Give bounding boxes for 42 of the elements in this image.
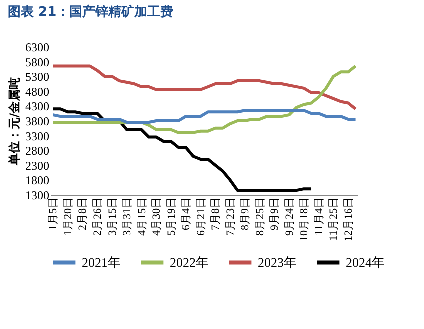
x-tick-label: 8月9日: [240, 198, 252, 230]
y-tick-label: 1300: [26, 188, 50, 202]
y-tick-label: 2800: [26, 144, 50, 158]
line-series: [52, 64, 358, 134]
y-tick-label: 4800: [26, 84, 50, 99]
chart-title: 图表 21：国产锌精矿加工费: [8, 4, 174, 20]
line-series: [52, 109, 358, 124]
x-tick-label: 5月19日: [166, 198, 178, 236]
x-tick-label: 6月21日: [195, 198, 208, 236]
x-tick-label: 4月15日: [136, 198, 148, 236]
legend-label: 2024年: [346, 254, 385, 270]
y-tick-label: 5300: [26, 70, 50, 84]
x-tick-label: 2月8日: [77, 198, 90, 230]
y-tick-label: 2300: [26, 158, 50, 173]
y-axis-title: 单位：元/金属吨: [8, 77, 22, 167]
line-series: [52, 64, 358, 111]
x-tick-label: 11月25日: [328, 198, 340, 242]
x-tick-label: 10月18日: [298, 198, 311, 242]
x-tick-label: 3月31日: [122, 198, 134, 236]
x-tick-label: 2月26日: [92, 198, 104, 236]
y-tick-label: 3800: [26, 114, 50, 128]
y-tick-label: 3300: [26, 129, 50, 144]
x-tick-label: 8月25日: [254, 198, 266, 236]
legend-label: 2023年: [258, 254, 297, 270]
x-tick-label: 9月9日: [269, 198, 282, 230]
x-tick-label: 7月23日: [224, 198, 237, 236]
x-tick-label: 3月15日: [106, 198, 119, 236]
x-tick-label: 6月4日: [180, 198, 193, 230]
legend-label: 2022年: [170, 254, 209, 270]
y-tick-label: 6300: [26, 40, 50, 54]
x-tick-label: 11月4日: [313, 198, 326, 236]
line-series: [52, 108, 314, 192]
x-tick-label: 1月5日: [48, 198, 60, 230]
y-tick-label: 4300: [26, 100, 50, 114]
x-tick-label: 1月20日: [62, 198, 74, 236]
x-tick-label: 4月30日: [151, 198, 164, 236]
x-tick-label: 9月24日: [284, 198, 296, 236]
y-tick-label: 5800: [26, 55, 50, 70]
y-tick-label: 1800: [26, 174, 50, 188]
x-tick-label: 12月16日: [342, 198, 355, 242]
legend-label: 2021年: [82, 254, 121, 270]
x-tick-label: 7月8日: [210, 198, 222, 230]
